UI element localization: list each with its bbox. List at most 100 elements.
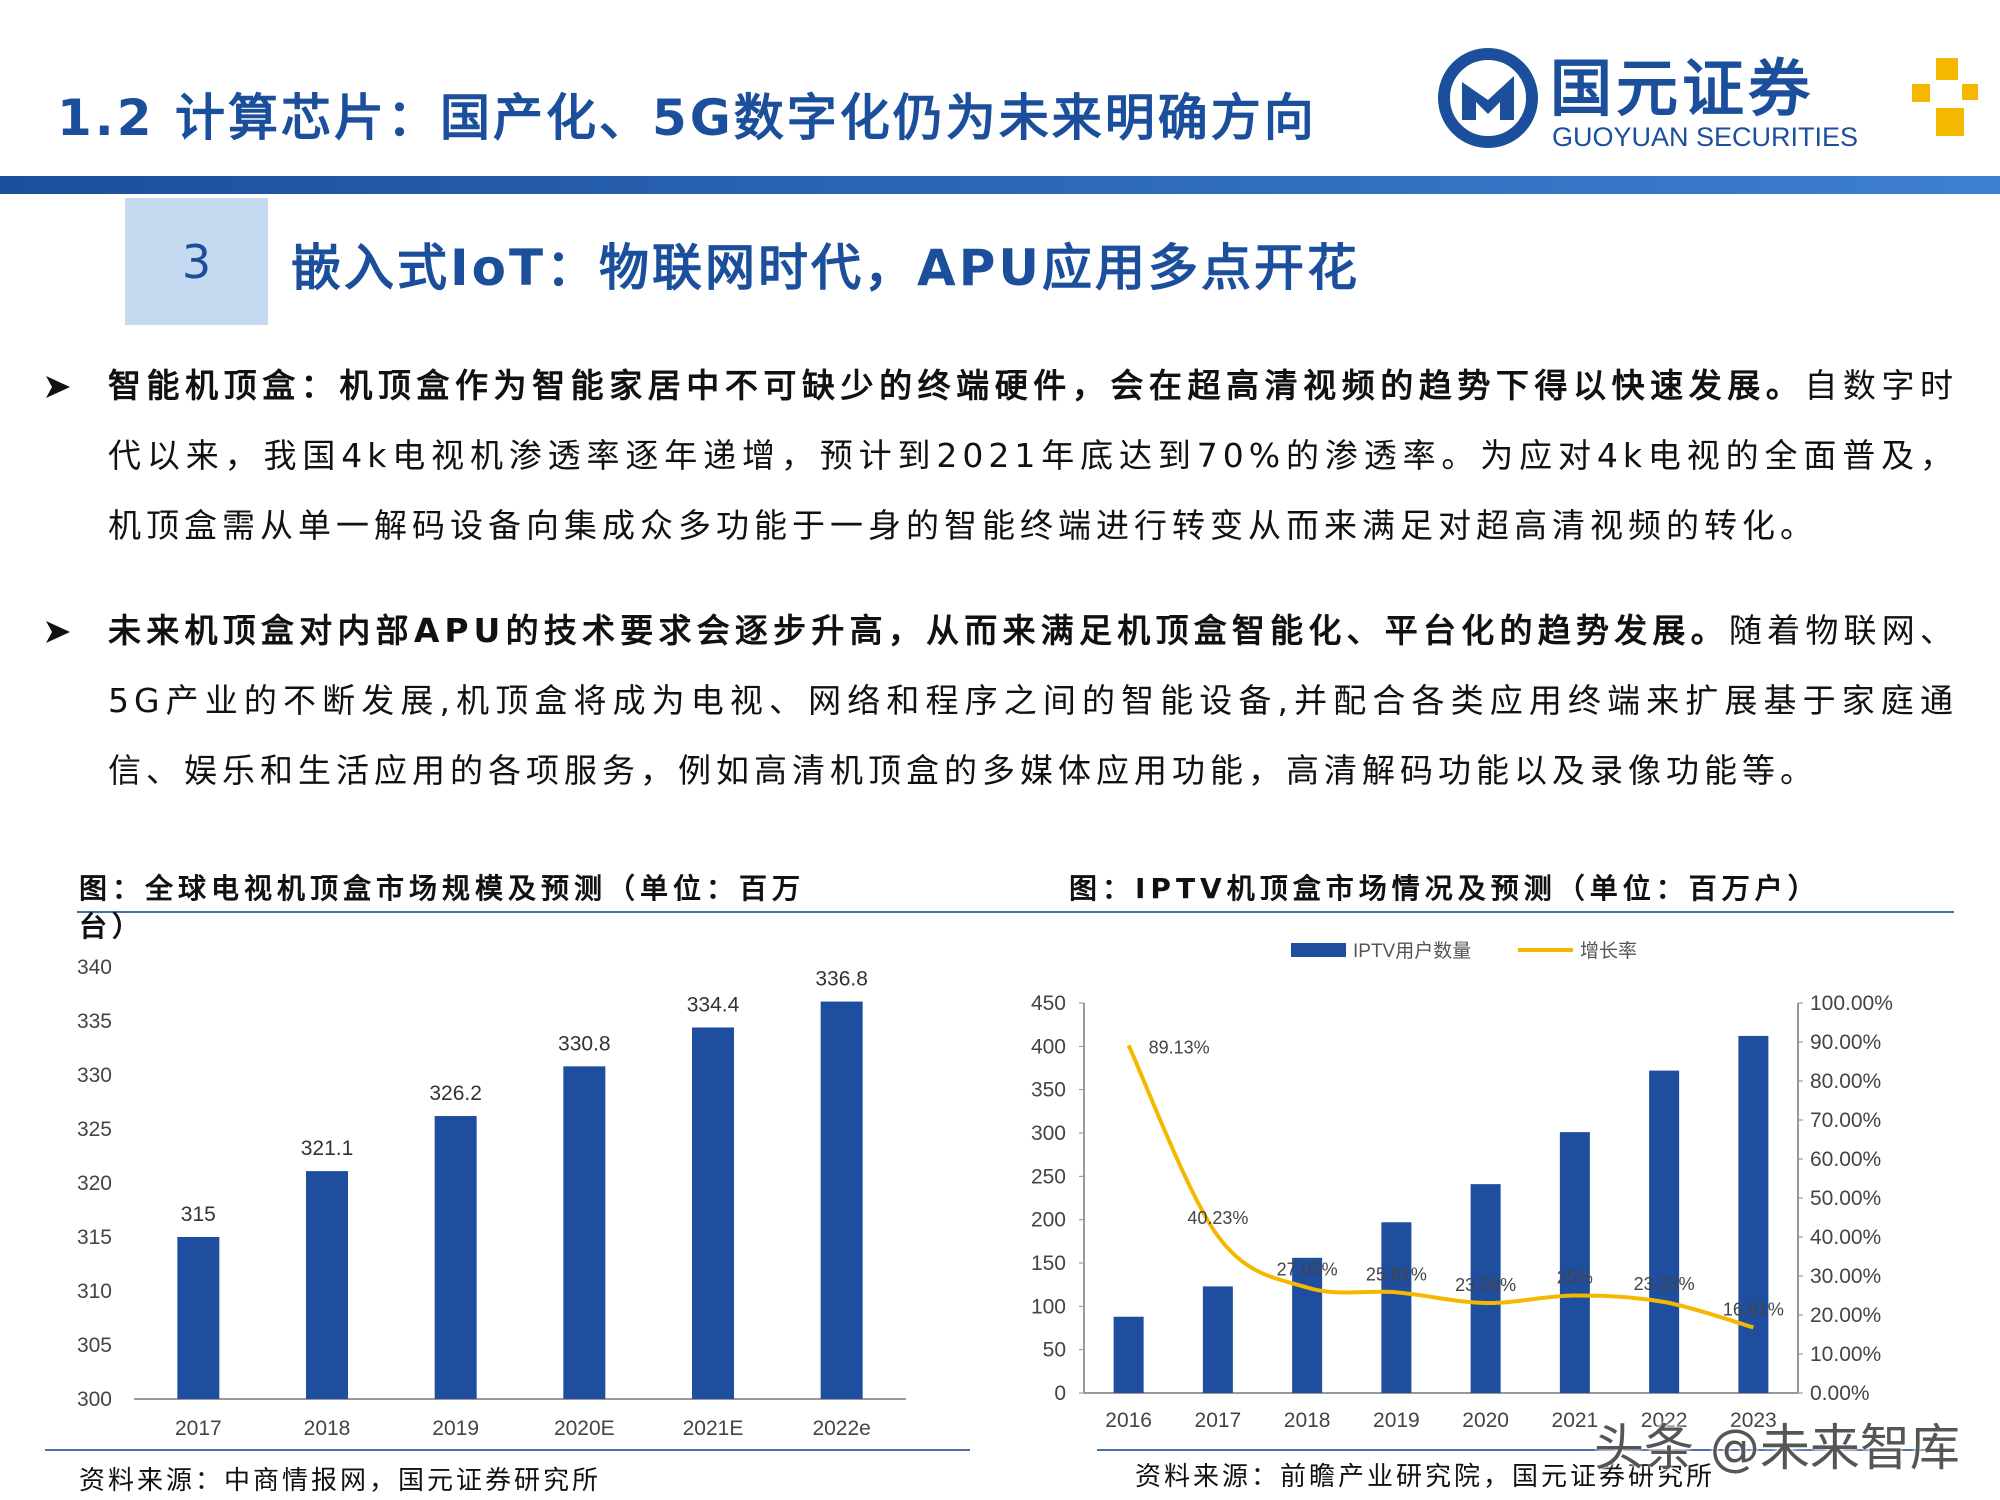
section-number: 3 — [125, 198, 268, 325]
x-tick-label: 2019 — [1373, 1409, 1420, 1432]
y-tick-label: 315 — [77, 1226, 112, 1249]
x-tick-label: 2018 — [1284, 1409, 1331, 1432]
data-label: 25.81% — [1366, 1264, 1427, 1284]
watermark: 头条 @未来智库 — [1594, 1419, 1960, 1477]
slide-title: 1.2 计算芯片：国产化、5G数字化仍为未来明确方向 — [57, 89, 1317, 147]
y2-tick-label: 60.00% — [1810, 1148, 1881, 1171]
legend-swatch — [1291, 943, 1346, 957]
bar — [1559, 1132, 1590, 1393]
bar — [1202, 1286, 1233, 1393]
logo-text: 国元证券 — [1550, 52, 1814, 125]
bullet-text: 自数字时代以来，我国4k电视机渗透率逐年递增，预计到2021年底达到70%的渗透… — [108, 366, 1959, 545]
y-tick-label: 325 — [77, 1118, 112, 1141]
y-tick-label: 100 — [1031, 1295, 1066, 1318]
logo-mark — [1462, 76, 1514, 120]
chart-source: 资料来源：前瞻产业研究院，国元证券研究所 — [1135, 1462, 1716, 1492]
y-tick-label: 340 — [77, 956, 112, 979]
bar — [434, 1116, 477, 1399]
bullet: 智能机顶盒：机顶盒作为智能家居中不可缺少的终端硬件，会在超高清视频的趋势下得以快… — [108, 351, 1958, 561]
y-tick-label: 150 — [1031, 1252, 1066, 1275]
x-tick-label: 2018 — [304, 1417, 351, 1440]
logo-subtext: GUOYUAN SECURITIES — [1552, 122, 1858, 152]
y-tick-label: 310 — [77, 1280, 112, 1303]
data-label: 23.08% — [1455, 1275, 1516, 1295]
y-tick-label: 350 — [1031, 1079, 1066, 1102]
y2-tick-label: 100.00% — [1810, 992, 1893, 1015]
section-title: 嵌入式IoT：物联网时代，APU应用多点开花 — [291, 239, 1361, 297]
bar — [1113, 1316, 1144, 1393]
bar — [692, 1027, 734, 1399]
data-label: 40.23% — [1187, 1208, 1248, 1228]
y2-tick-label: 40.00% — [1810, 1226, 1881, 1249]
y-tick-label: 200 — [1031, 1209, 1066, 1232]
y-tick-label: 400 — [1031, 1035, 1066, 1058]
bullet-lead: 未来机顶盒对内部APU的技术要求会逐步升高，从而来满足机顶盒智能化、平台化的趋势… — [108, 611, 1729, 650]
bar — [1470, 1184, 1501, 1393]
data-label: 23.33% — [1634, 1274, 1695, 1294]
bar — [820, 1001, 863, 1399]
chart-title: 图：全球电视机顶盒市场规模及预测（单位：百万台） — [79, 872, 806, 943]
y2-tick-label: 30.00% — [1810, 1265, 1881, 1288]
header-band — [0, 176, 2000, 194]
data-label: 334.4 — [687, 993, 740, 1016]
bullet-lead: 智能机顶盒：机顶盒作为智能家居中不可缺少的终端硬件，会在超高清视频的趋势下得以快… — [108, 366, 1805, 405]
data-label: 326.2 — [429, 1082, 482, 1105]
bar — [177, 1237, 220, 1399]
x-tick-label: 2021E — [683, 1417, 744, 1440]
data-label: 16.81% — [1723, 1299, 1784, 1319]
bar — [563, 1066, 606, 1399]
bar — [1738, 1035, 1769, 1393]
chart-source: 资料来源：中商情报网，国元证券研究所 — [79, 1466, 602, 1496]
logo-square — [1936, 58, 1958, 80]
data-label: 27.05% — [1277, 1260, 1338, 1280]
y-tick-label: 335 — [77, 1010, 112, 1033]
y-tick-label: 330 — [77, 1064, 112, 1087]
x-tick-label: 2023 — [1730, 1409, 1777, 1432]
logo-square — [1962, 84, 1978, 100]
line — [1126, 1044, 1754, 1330]
logo-ring — [1438, 48, 1538, 148]
y-tick-label: 320 — [77, 1172, 112, 1195]
data-label: 25% — [1557, 1268, 1593, 1288]
bullet-text: 随着物联网、5G产业的不断发展,机顶盒将成为电视、网络和程序之间的智能设备,并配… — [108, 611, 1958, 790]
y2-tick-label: 70.00% — [1810, 1109, 1881, 1132]
y-tick-label: 305 — [77, 1334, 112, 1357]
y-tick-label: 450 — [1031, 992, 1066, 1015]
data-label: 89.13% — [1149, 1037, 1210, 1057]
x-tick-label: 2022e — [812, 1417, 870, 1440]
data-label: 336.8 — [815, 968, 868, 991]
bar — [1381, 1222, 1412, 1393]
bar — [1292, 1257, 1323, 1393]
y-tick-label: 50 — [1043, 1339, 1066, 1362]
data-label: 321.1 — [301, 1137, 354, 1160]
x-tick-label: 2019 — [432, 1417, 479, 1440]
y-tick-label: 300 — [77, 1388, 112, 1411]
y2-tick-label: 80.00% — [1810, 1070, 1881, 1093]
chart-title: 图：IPTV机顶盒市场情况及预测（单位：百万户） — [1069, 872, 1821, 905]
y-tick-label: 0 — [1054, 1382, 1066, 1405]
bullet-marker — [46, 621, 70, 643]
y-tick-label: 300 — [1031, 1122, 1066, 1145]
bullet-marker — [46, 376, 70, 398]
x-tick-label: 2022 — [1641, 1409, 1688, 1432]
bullet: 未来机顶盒对内部APU的技术要求会逐步升高，从而来满足机顶盒智能化、平台化的趋势… — [108, 596, 1958, 806]
x-tick-label: 2021 — [1552, 1409, 1599, 1432]
bar — [306, 1171, 348, 1399]
y2-tick-label: 50.00% — [1810, 1187, 1881, 1210]
x-tick-label: 2017 — [1195, 1409, 1242, 1432]
y2-tick-label: 90.00% — [1810, 1031, 1881, 1054]
charts: 300 305 310 315 320 325 330 335 340 2017 2018 2019 2… — [77, 940, 1893, 1440]
y2-tick-label: 10.00% — [1810, 1343, 1881, 1366]
data-label: 330.8 — [558, 1032, 611, 1055]
y2-tick-label: 0.00% — [1810, 1382, 1870, 1405]
x-tick-label: 2016 — [1105, 1409, 1152, 1432]
x-tick-label: 2020E — [554, 1417, 615, 1440]
logo-square — [1912, 84, 1930, 102]
y2-tick-label: 20.00% — [1810, 1304, 1881, 1327]
x-tick-label: 2017 — [175, 1417, 222, 1440]
y-tick-label: 250 — [1031, 1165, 1066, 1188]
bar — [1649, 1070, 1680, 1393]
legend-label: 增长率 — [1580, 940, 1637, 962]
